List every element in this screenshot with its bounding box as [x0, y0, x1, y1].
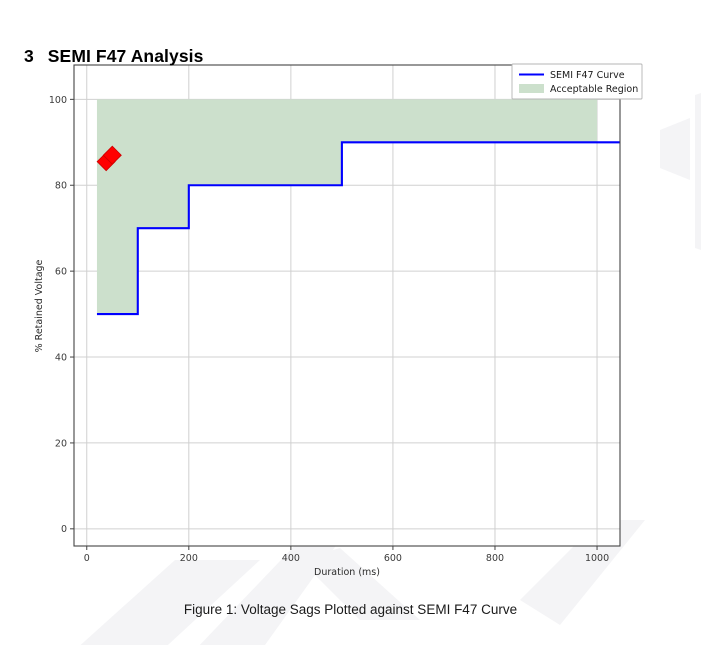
legend-swatch-region	[519, 84, 544, 93]
legend-label-curve: SEMI F47 Curve	[550, 70, 625, 81]
legend-box	[511, 63, 643, 100]
y-axis-label: % Retained Voltage	[34, 259, 45, 352]
svg-text:400: 400	[282, 553, 300, 564]
svg-text:100: 100	[49, 95, 67, 106]
legend-label-region: Acceptable Region	[550, 84, 638, 95]
svg-text:800: 800	[486, 553, 504, 564]
figure-caption: Figure 1: Voltage Sags Plotted against S…	[183, 602, 518, 617]
section-number: 3	[23, 45, 34, 66]
x-axis-ticks: 0 200 400 600 800 1000	[84, 546, 609, 564]
semi-f47-curve-line	[96, 141, 620, 316]
svg-text:1000: 1000	[585, 553, 609, 564]
svg-text:40: 40	[55, 352, 67, 363]
svg-text:20: 20	[55, 438, 67, 449]
section-title: SEMI F47 Analysis	[47, 45, 204, 66]
svg-text:200: 200	[180, 553, 198, 564]
svg-text:0: 0	[61, 524, 67, 535]
page-title: 3 SEMI F47 Analysis	[14, 25, 203, 67]
semi-f47-chart: 0 200 400 600 800 1000 0 20 40 60 80 100 Duration …	[34, 63, 643, 578]
svg-text:60: 60	[55, 267, 67, 278]
acceptable-region-area	[96, 99, 598, 315]
svg-text:0: 0	[84, 553, 90, 564]
chart-legend: SEMI F47 Curve Acceptable Region	[511, 63, 643, 100]
voltage-sag-markers	[96, 145, 122, 172]
y-axis-ticks: 0 20 40 60 80 100	[49, 95, 74, 535]
plot-frame	[73, 64, 621, 547]
x-axis-label: Duration (ms)	[314, 567, 380, 578]
svg-text:600: 600	[384, 553, 402, 564]
svg-text:80: 80	[55, 181, 67, 192]
